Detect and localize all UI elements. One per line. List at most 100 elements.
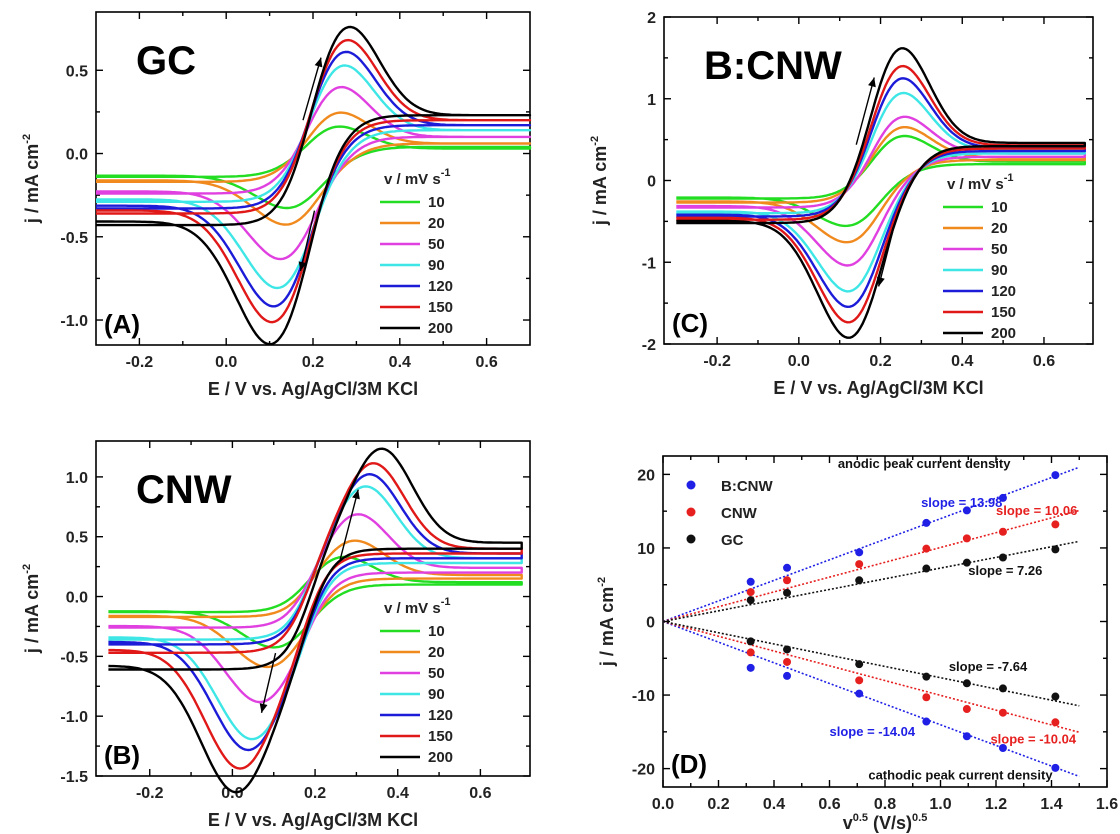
- legend-marker-B:CNW: [686, 480, 696, 490]
- legend-title-sup: -1: [441, 596, 451, 608]
- panel-title: CNW: [136, 468, 232, 512]
- cv-curve-10-mV: [96, 125, 532, 210]
- scan-arrow-anodic-head: [352, 489, 360, 500]
- legend-label: 20: [428, 215, 445, 232]
- legend-marker-CNW: [686, 507, 696, 517]
- cv-curve-50-mV: [676, 115, 1086, 267]
- x-tick-label: 0.6: [1033, 353, 1055, 370]
- x-tick-label: 0.0: [788, 353, 810, 370]
- point-anodic-CNW: [922, 544, 931, 553]
- y-axis-label-sup: -2: [21, 134, 33, 144]
- panel-title: B:CNW: [704, 44, 842, 88]
- scan-arrow-anodic-shaft: [302, 57, 322, 121]
- legend-title-main: v / mV s: [947, 176, 1004, 193]
- point-anodic-GC: [998, 553, 1007, 562]
- y-tick-label: -0.5: [60, 230, 88, 247]
- y-tick-label: 0: [647, 174, 656, 191]
- x-tick-label: 1.4: [1040, 796, 1062, 813]
- cv-curve-120-mV: [96, 50, 532, 308]
- x-tick-label: 0.4: [389, 354, 411, 371]
- legend-label: 120: [991, 283, 1016, 300]
- cv-curve-200-mV: [676, 47, 1086, 339]
- point-anodic-CNW: [855, 560, 864, 569]
- y-tick-label: 0.0: [66, 147, 88, 164]
- y-tick-label: 0.0: [66, 590, 88, 607]
- y-tick-label: -0.5: [60, 649, 88, 666]
- legend-label: 150: [428, 728, 453, 745]
- cathodic-label: cathodic peak current density: [868, 768, 1053, 783]
- point-anodic-GC: [783, 588, 792, 597]
- legend-label: 150: [428, 299, 453, 316]
- x-tick-label: 0.0: [221, 785, 243, 802]
- slope-label-anodic: slope = 10.06: [996, 503, 1077, 518]
- legend-label: 200: [428, 749, 453, 766]
- legend: v / mV s-1 10 20 50 90 120 150 200: [380, 596, 453, 766]
- cv-curve-90-mV: [108, 485, 523, 741]
- legend-label: GC: [721, 532, 744, 549]
- legend-label: 50: [428, 236, 445, 253]
- point-cathodic-CNW: [855, 676, 864, 685]
- point-anodic-CNW: [1051, 520, 1060, 529]
- scan-arrow-anodic-shaft: [855, 77, 875, 145]
- legend-label: B:CNW: [721, 478, 773, 495]
- scan-arrow-cathodic-head: [298, 261, 307, 272]
- point-cathodic-GC: [922, 672, 931, 681]
- scan-arrow-anodic-head: [868, 77, 876, 88]
- x-tick-label: -0.2: [136, 785, 164, 802]
- x-tick-label: 0.0: [652, 796, 674, 813]
- legend-title-sup: -1: [441, 167, 451, 179]
- scan-arrow-cathodic-head: [876, 276, 885, 287]
- x-tick-label: 0.6: [818, 796, 840, 813]
- panel-title: GC: [136, 39, 196, 83]
- point-anodic-CNW: [783, 576, 792, 585]
- legend-label: 10: [991, 199, 1008, 216]
- y-axis-label-sup: -2: [596, 577, 608, 587]
- legend-label: 90: [428, 686, 445, 703]
- slope-label-cathodic: slope = -14.04: [830, 724, 916, 739]
- cv-curve-200-mV: [108, 447, 523, 794]
- cv-curve-120-mV: [108, 473, 523, 752]
- y-axis-label-sup: -2: [589, 136, 601, 146]
- x-axis-label: E / V vs. Ag/AgCl/3M KCl: [208, 379, 418, 399]
- legend-title-sup: -1: [1004, 172, 1014, 184]
- x-tick-label: 0.2: [304, 785, 326, 802]
- x-tick-label: 0.8: [874, 796, 896, 813]
- point-anodic-CNW: [962, 534, 971, 543]
- cv-curve-150-mV: [108, 462, 523, 770]
- cv-curve-20-mV: [96, 111, 532, 226]
- x-axis-label: E / V vs. Ag/AgCl/3M KCl: [773, 378, 983, 398]
- point-anodic-GC: [746, 596, 755, 605]
- point-anodic-CNW: [746, 588, 755, 597]
- legend-label: 200: [428, 320, 453, 337]
- y-tick-label: 2: [647, 10, 656, 27]
- fit-line-cathodic-GC: [662, 620, 1080, 707]
- point-cathodic-B:CNW: [962, 732, 971, 741]
- scan-arrow-anodic-head: [314, 57, 323, 68]
- cv-curve-90-mV: [96, 64, 532, 290]
- slope-label-anodic: slope = 13.98: [921, 495, 1002, 510]
- scan-arrow-cathodic-head: [259, 703, 268, 713]
- plot-frame: [95, 440, 531, 777]
- legend-title: v / mV s-1: [384, 167, 450, 188]
- cv-curve-150-mV: [96, 38, 532, 324]
- y-tick-label: -1: [642, 255, 656, 272]
- x-axis-label-part: v: [843, 813, 853, 833]
- x-tick-label: 0.6: [469, 785, 491, 802]
- panel-label: (B): [104, 740, 140, 770]
- cv-curve-20-mV: [108, 539, 523, 669]
- legend-title-main: v / mV s: [384, 600, 441, 617]
- point-anodic-B:CNW: [746, 577, 755, 586]
- legend-label: 120: [428, 707, 453, 724]
- legend-title: v / mV s-1: [947, 172, 1013, 193]
- x-tick-label: 1.0: [929, 796, 951, 813]
- point-anodic-CNW: [998, 527, 1007, 536]
- legend-label: 10: [428, 194, 445, 211]
- x-tick-label: 1.6: [1096, 796, 1118, 813]
- cv-curve-10-mV: [108, 555, 523, 649]
- x-tick-label: -0.2: [126, 354, 154, 371]
- point-anodic-B:CNW: [783, 563, 792, 572]
- legend: v / mV s-1 10 20 50 90 120 150 200: [380, 167, 453, 337]
- legend-label: 150: [991, 304, 1016, 321]
- fit-line-cathodic-B:CNW: [662, 620, 1080, 778]
